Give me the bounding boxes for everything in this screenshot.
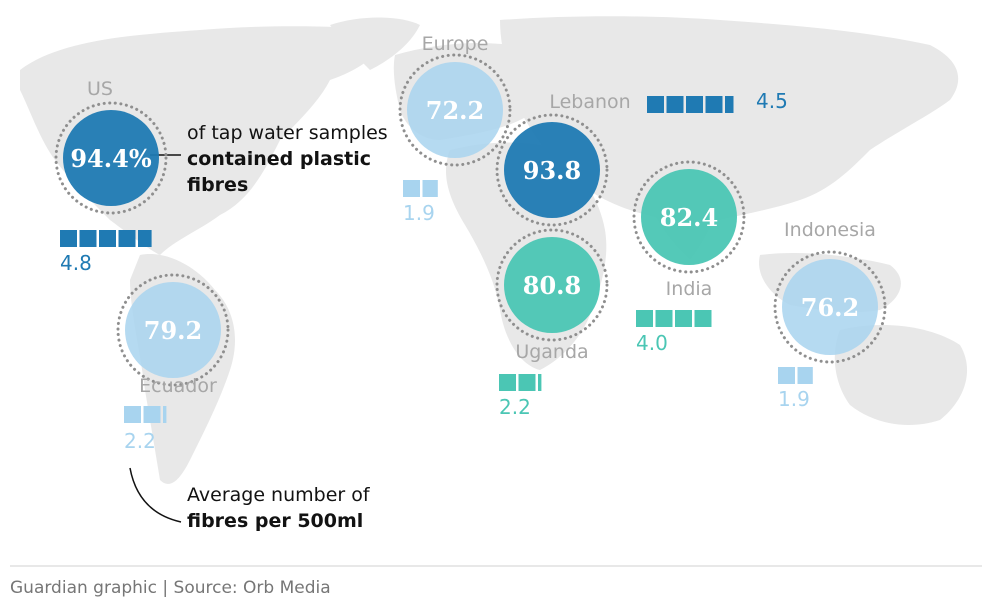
bubble-value-ecuador: 79.2 xyxy=(144,316,202,345)
bar-annotation-part2: fibres per 500ml xyxy=(187,510,364,532)
fibre-bar-lebanon xyxy=(666,96,684,113)
fibre-bar-ecuador xyxy=(163,406,167,423)
country-label-india: India xyxy=(666,278,713,300)
fibre-bar-indonesia xyxy=(797,367,813,384)
bubble-ecuador xyxy=(125,282,221,378)
location-uganda: 80.8 Uganda 2.2 xyxy=(495,228,609,419)
fibre-bar-lebanon xyxy=(705,96,723,113)
bubble-ring-us xyxy=(54,101,168,215)
bubble-lebanon xyxy=(504,122,600,218)
bubble-us xyxy=(63,110,159,206)
bubble-value-india: 82.4 xyxy=(660,203,718,232)
fibre-bar-india xyxy=(655,310,673,327)
location-india: 82.4 India 4.0 xyxy=(632,160,746,355)
fibre-bar-indonesia xyxy=(778,367,795,384)
bubble-annotation-part2: contained plastic fibres xyxy=(187,148,371,196)
bubble-value-lebanon: 93.8 xyxy=(523,156,581,185)
country-label-ecuador: Ecuador xyxy=(139,375,217,397)
location-bubbles: 94.4% US 4.8 72.2 Europe 1.9 93.8 Lebanon 4.5 80.… xyxy=(54,33,887,453)
fibre-bar-india xyxy=(694,310,712,327)
fibre-bar-ecuador xyxy=(124,406,141,423)
country-label-lebanon: Lebanon xyxy=(549,91,630,113)
location-us: 94.4% US 4.8 xyxy=(54,78,168,275)
country-label-us: US xyxy=(87,78,113,100)
fibre-bar-lebanon xyxy=(686,96,703,113)
fibre-bar-lebanon xyxy=(647,96,664,113)
country-label-europe: Europe xyxy=(422,33,489,55)
fibre-bar-us xyxy=(79,230,97,247)
bubble-value-us: 94.4% xyxy=(70,144,151,173)
fibre-count-indonesia: 1.9 xyxy=(778,387,810,411)
bar-annotation: Average number of fibres per 500ml xyxy=(187,482,427,534)
location-ecuador: 79.2 Ecuador 2.2 xyxy=(116,273,230,453)
fibre-bar-lebanon xyxy=(725,96,734,113)
bubble-europe xyxy=(407,62,503,158)
fibre-bar-uganda xyxy=(518,374,536,391)
world-map: 94.4% US 4.8 72.2 Europe 1.9 93.8 Lebanon 4.5 80.… xyxy=(20,16,968,523)
bubble-ring-uganda xyxy=(495,228,609,342)
fibre-bar-us xyxy=(99,230,116,247)
country-label-indonesia: Indonesia xyxy=(784,219,876,241)
bubble-ring-lebanon xyxy=(495,113,609,227)
fibre-bar-us xyxy=(118,230,136,247)
bubble-annotation-part1: of tap water samples xyxy=(187,122,388,144)
bubble-value-indonesia: 76.2 xyxy=(801,293,859,322)
fibre-count-india: 4.0 xyxy=(636,331,668,355)
bubble-ring-europe xyxy=(398,53,512,167)
bubble-value-europe: 72.2 xyxy=(426,96,484,125)
fibre-bar-us xyxy=(60,230,77,247)
bubble-indonesia xyxy=(782,259,878,355)
fibre-bar-uganda xyxy=(499,374,516,391)
fibre-count-lebanon: 4.5 xyxy=(756,89,788,113)
bubble-value-uganda: 80.8 xyxy=(523,271,581,300)
bubble-india xyxy=(641,169,737,265)
location-indonesia: 76.2 Indonesia 1.9 xyxy=(773,219,887,411)
fibre-count-us: 4.8 xyxy=(60,251,92,275)
bubble-ring-indonesia xyxy=(773,250,887,364)
fibre-count-europe: 1.9 xyxy=(403,201,435,225)
fibre-bar-india xyxy=(636,310,653,327)
country-label-uganda: Uganda xyxy=(515,341,588,363)
fibre-bar-us xyxy=(138,230,152,247)
fibre-bar-ecuador xyxy=(143,406,161,423)
fibre-bar-uganda xyxy=(538,374,542,391)
source-footer: Guardian graphic | Source: Orb Media xyxy=(10,578,331,598)
bubble-ring-ecuador xyxy=(116,273,230,387)
bar-annotation-part1: Average number of xyxy=(187,484,370,506)
fibre-bar-india xyxy=(675,310,692,327)
fibre-count-ecuador: 2.2 xyxy=(124,429,156,453)
bubble-annotation: of tap water samples contained plastic f… xyxy=(187,120,407,198)
location-europe: 72.2 Europe 1.9 xyxy=(398,33,512,225)
footer-divider xyxy=(10,565,982,567)
fibre-bar-europe xyxy=(422,180,438,197)
fibre-count-uganda: 2.2 xyxy=(499,395,531,419)
location-lebanon: 93.8 Lebanon 4.5 xyxy=(495,89,788,227)
bubble-ring-india xyxy=(632,160,746,274)
bubble-uganda xyxy=(504,237,600,333)
fibre-bar-europe xyxy=(403,180,420,197)
